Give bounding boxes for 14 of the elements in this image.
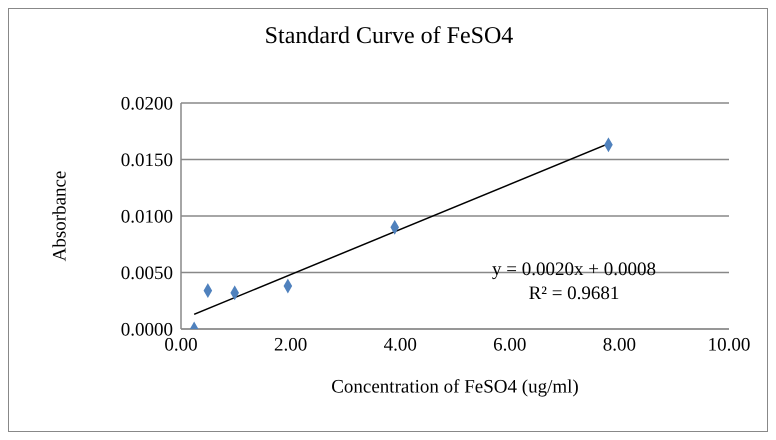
y-axis-title: Absorbance [50,170,71,262]
x-tick-label: 2.00 [274,334,308,356]
annotation: y = 0.0020x + 0.0008 [491,258,657,282]
annotation: R² = 0.9681 [528,282,620,306]
x-tick-label: 4.00 [384,334,417,356]
x-tick-label: 6.00 [493,334,526,356]
y-tick-label: 0.0100 [120,206,173,228]
chart-title: Standard Curve of FeSO4 [264,23,514,50]
y-tick-label: 0.0150 [120,150,173,172]
y-tick-label: 0.0050 [120,263,173,284]
x-axis-title: Concentration of FeSO4 (ug/ml) [331,376,579,398]
y-tick-label: 0.0200 [120,94,173,115]
x-tick-label: 10.00 [708,334,750,356]
x-tick-label: 8.00 [602,334,636,356]
